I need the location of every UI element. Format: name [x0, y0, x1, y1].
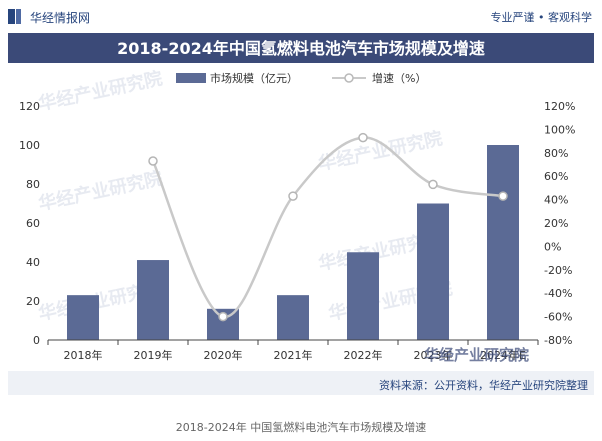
bar-6 [487, 145, 519, 340]
brand-logo-right [16, 9, 21, 24]
x-tick-label: 2023年 [414, 348, 453, 362]
left-tick-label: 0 [33, 334, 40, 347]
right-tick-label: -40% [544, 287, 572, 300]
right-tick-label: 80% [544, 147, 568, 160]
x-tick-label: 2021年 [274, 348, 313, 362]
right-tick-label: -60% [544, 311, 572, 324]
footer-brand-watermark: 华经产业研究院 [424, 346, 529, 364]
left-tick-label: 100 [19, 139, 40, 152]
right-tick-label: 0% [544, 240, 561, 253]
bar-0 [67, 295, 99, 340]
growth-point-4 [358, 132, 368, 143]
bar-5 [417, 203, 449, 340]
x-tick-label: 2018年 [64, 348, 103, 362]
x-tick-label: 2022年 [344, 348, 383, 362]
growth-point-1 [148, 156, 158, 166]
left-tick-label: 120 [19, 100, 40, 113]
source-band [8, 371, 594, 395]
legend-line-marker [344, 73, 354, 83]
x-tick-label: 2024年E [480, 348, 526, 362]
growth-point-6 [498, 191, 508, 201]
legend: 市场规模（亿元） 增速（%） [176, 71, 426, 85]
bar-3 [277, 295, 309, 340]
left-tick-label: 60 [26, 217, 40, 230]
right-tick-label: 40% [544, 194, 568, 207]
growth-point-3 [288, 191, 298, 201]
right-tick-label: 120% [544, 100, 575, 113]
x-tick-label: 2019年 [134, 348, 173, 362]
bar-1 [137, 260, 169, 340]
right-tick-label: -80% [544, 334, 572, 347]
watermark-text: 华经产业研究院 [36, 67, 164, 115]
growth-point-5 [428, 179, 438, 190]
left-tick-label: 40 [26, 256, 40, 269]
brand-slogan: 专业严谨 • 客观科学 [491, 10, 592, 24]
right-tick-label: 100% [544, 123, 575, 136]
watermark-text: 华经产业研究院 [36, 167, 164, 215]
right-axis: -80% -60% -40% -20% 0% 20% 40% 60% 80% 100% 120% [544, 100, 575, 347]
right-tick-label: 20% [544, 217, 568, 230]
legend-bar-label: 市场规模（亿元） [210, 71, 298, 85]
growth-point-2 [218, 311, 228, 322]
chart-title: 2018-2024年中国氢燃料电池汽车市场规模及增速 [117, 39, 485, 58]
brand-name: 华经情报网 [30, 10, 90, 25]
title-band [8, 33, 594, 63]
right-tick-label: -20% [544, 264, 572, 277]
left-axis: 0 20 40 60 80 100 120 [19, 100, 40, 347]
legend-line-label: 增速（%） [372, 71, 426, 85]
growth-points [148, 132, 508, 322]
source-note: 资料来源：公开资料，华经产业研究院整理 [379, 378, 588, 392]
x-tick-label: 2020年 [204, 348, 243, 362]
bar-series [67, 145, 519, 340]
brand-logo-left [8, 9, 15, 24]
left-tick-label: 20 [26, 295, 40, 308]
left-tick-label: 80 [26, 178, 40, 191]
x-axis: 2018年 2019年 2020年 2021年 2022年 2023年 2024年E [47, 340, 539, 362]
header: 华经情报网 专业严谨 • 客观科学 [8, 9, 592, 25]
right-tick-label: 60% [544, 170, 568, 183]
image-caption: 2018-2024年 中国氢燃料电池汽车市场规模及增速 [176, 420, 426, 434]
bar-4 [347, 252, 379, 340]
legend-bar-swatch [176, 73, 206, 83]
